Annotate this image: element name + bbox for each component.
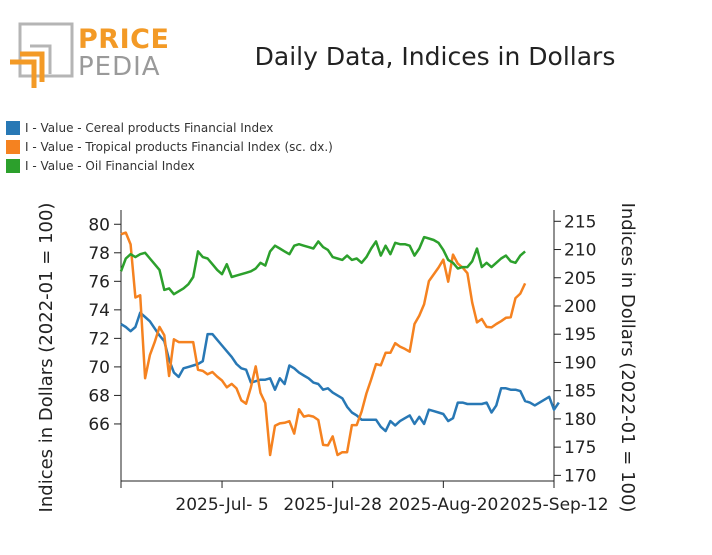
- legend-swatch: [6, 139, 20, 154]
- y-left-tick-label: 80: [88, 215, 110, 235]
- y-left-tick-label: 78: [88, 244, 110, 264]
- y-right-tick-label: 175: [564, 438, 596, 458]
- logo-mark-icon: [10, 22, 74, 88]
- legend-label: I - Value - Oil Financial Index: [25, 158, 195, 173]
- y-right-tick-label: 215: [564, 212, 596, 232]
- y-right-tick-label: 210: [564, 241, 596, 261]
- y-left-tick-label: 76: [88, 272, 110, 292]
- y-right-tick-label: 195: [564, 325, 596, 345]
- y-right-tick-label: 200: [564, 297, 596, 317]
- y-left-tick-label: 70: [88, 358, 110, 378]
- y-right-tick-label: 190: [564, 353, 596, 373]
- x-tick-label: 2025-Aug-20: [388, 495, 498, 515]
- y-right-tick-label: 185: [564, 382, 596, 402]
- legend-label: I - Value - Cereal products Financial In…: [25, 120, 274, 135]
- legend-swatch: [6, 158, 20, 173]
- series-line-tropical: [120, 231, 527, 457]
- legend-item-oil: I - Value - Oil Financial Index: [6, 156, 333, 175]
- pricepedia-logo: PRICE PEDIA: [8, 22, 170, 92]
- x-tick-label: 2025-Sep-12: [499, 495, 608, 515]
- y-left-tick-label: 68: [88, 386, 110, 406]
- y-left-tick-label: 66: [88, 415, 110, 435]
- series-line-cereal: [120, 311, 560, 433]
- legend: I - Value - Cereal products Financial In…: [6, 118, 333, 175]
- legend-item-cereal: I - Value - Cereal products Financial In…: [6, 118, 333, 137]
- logo-text-price: PRICE: [78, 24, 170, 55]
- y-axis-right-title: Indices in Dollars (2022-01 = 100): [617, 203, 638, 513]
- legend-swatch: [6, 120, 20, 135]
- y-left-tick-label: 74: [88, 301, 110, 321]
- chart-title: Daily Data, Indices in Dollars: [254, 42, 616, 71]
- legend-label: I - Value - Tropical products Financial …: [25, 139, 333, 154]
- series-line-oil: [119, 235, 526, 296]
- x-tick-label: 2025-Jul-28: [283, 495, 382, 515]
- y-right-tick-label: 170: [564, 466, 596, 486]
- y-axis-left-title: Indices in Dollars (2022-01 = 100): [36, 203, 57, 513]
- logo-text-pedia: PEDIA: [78, 52, 161, 82]
- y-right-tick-label: 205: [564, 269, 596, 289]
- x-tick-label: 2025-Jul- 5: [175, 495, 268, 515]
- y-left-tick-label: 72: [88, 329, 110, 349]
- y-right-tick-label: 180: [564, 410, 596, 430]
- legend-item-tropical: I - Value - Tropical products Financial …: [6, 137, 333, 156]
